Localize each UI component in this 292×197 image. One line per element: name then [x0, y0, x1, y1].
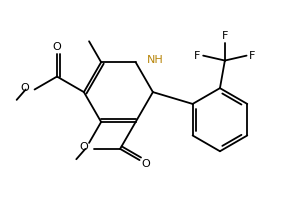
Text: O: O [20, 83, 29, 93]
Text: F: F [222, 31, 228, 41]
Text: O: O [141, 159, 150, 169]
Text: NH: NH [147, 55, 163, 65]
Text: O: O [53, 42, 61, 52]
Text: F: F [194, 51, 200, 61]
Text: F: F [249, 51, 256, 61]
Text: O: O [80, 142, 88, 152]
